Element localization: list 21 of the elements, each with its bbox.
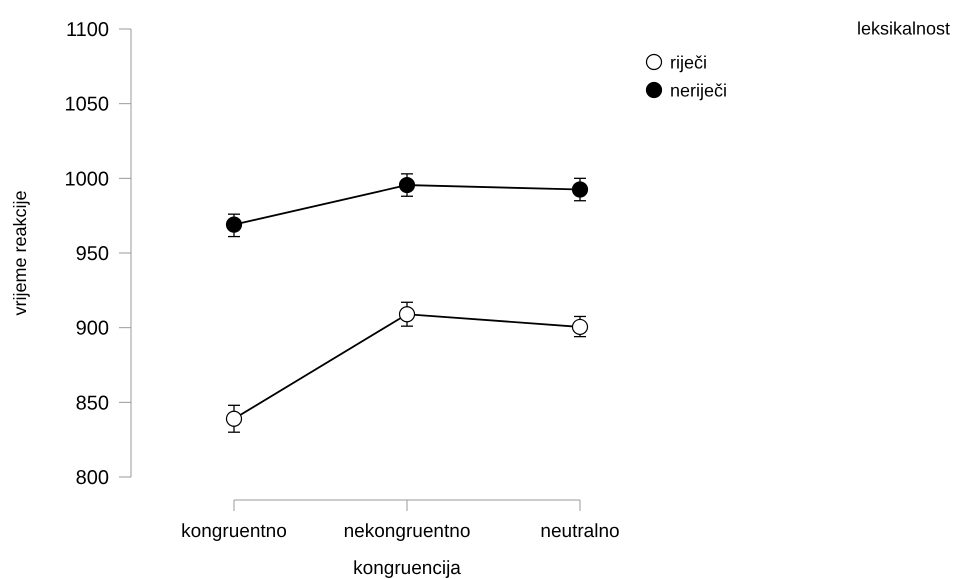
point (226, 410, 242, 427)
legend-label: neriječi (670, 80, 728, 100)
y-tick-label: 1050 (64, 94, 109, 116)
y-tick-label: 950 (76, 243, 109, 265)
x-tick-label: neutralno (540, 521, 620, 542)
y-axis-title: vrijeme reakcije (10, 190, 30, 316)
y-tick-label: 1100 (66, 19, 109, 41)
point (572, 181, 588, 198)
y-tick-label: 850 (76, 392, 109, 414)
x-tick-label: nekongruentno (344, 521, 470, 542)
point (398, 306, 416, 322)
point (398, 176, 416, 194)
y-tick-label: 800 (76, 467, 109, 489)
y-tick-label: 1000 (64, 168, 109, 190)
x-axis-title: kongruencija (353, 558, 462, 579)
x-tick-label: kongruentno (181, 521, 287, 542)
y-tick-label: 900 (76, 318, 109, 340)
point (226, 216, 242, 233)
point (572, 318, 588, 336)
legend-title: leksikalnost (856, 18, 950, 38)
legend-label: riječi (670, 52, 708, 72)
